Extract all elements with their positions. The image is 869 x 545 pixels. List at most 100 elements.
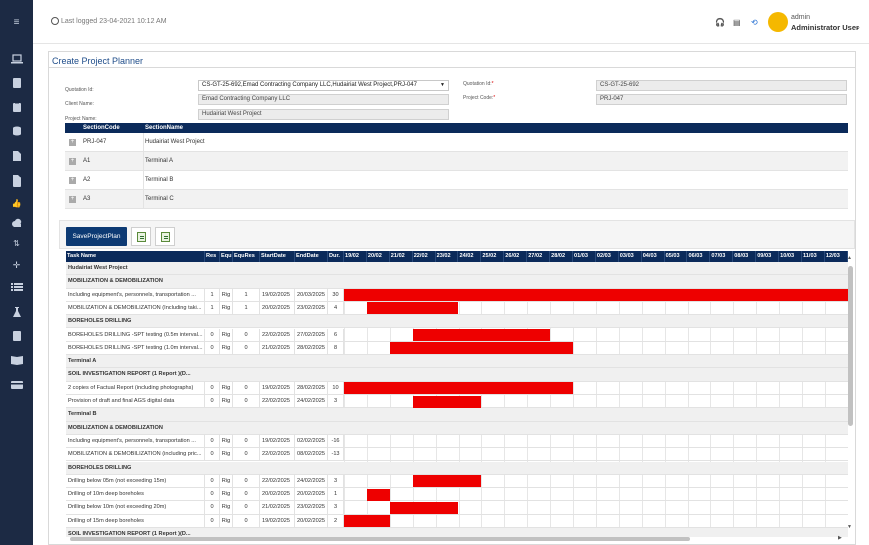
import-button[interactable] — [155, 227, 175, 246]
save-project-plan-button[interactable]: SaveProjectPlan — [66, 227, 127, 246]
client-name-field[interactable]: Emad Contracting Company LLC — [198, 94, 449, 105]
task-duration: 1 — [328, 488, 344, 502]
gantt-bar[interactable] — [344, 289, 848, 302]
equ-header[interactable]: Equ — [220, 251, 233, 262]
horizontal-scroll-thumb[interactable] — [70, 537, 690, 541]
gantt-bar[interactable] — [412, 475, 482, 488]
cloud-icon[interactable] — [9, 217, 24, 231]
gantt-group-row[interactable]: BOREHOLES DRILLING — [66, 315, 848, 329]
group-name: MOBILIZATION & DEMOBILIZATION — [68, 278, 163, 285]
task-equres: 0 — [233, 514, 260, 528]
gantt-task-row[interactable]: MOBILIZATION & DEMOBILIZATION (Including… — [66, 301, 848, 316]
avatar[interactable] — [768, 12, 788, 32]
gantt-group-row[interactable]: SOIL INVESTIGATION REPORT (1 Report )(D.… — [66, 528, 848, 537]
gantt-task-row[interactable]: Drilling of 15m deep boreholes 0 Rig 0 19/02… — [66, 514, 848, 528]
res-header[interactable]: Res — [205, 251, 220, 262]
quotation-id-field[interactable]: CS-GT-25-692 — [596, 80, 847, 91]
section-row[interactable]: + A2 Terminal B — [65, 171, 848, 190]
start-date-header[interactable]: StartDate — [260, 251, 295, 262]
vertical-scroll-thumb[interactable] — [848, 266, 853, 426]
client-label: Client Name: — [65, 101, 94, 107]
gantt-task-row[interactable]: Drilling below 10m (not exceeding 20m) 0 R… — [66, 501, 848, 515]
headset-icon[interactable]: 🎧 — [715, 18, 725, 27]
gantt-group-row[interactable]: SOIL INVESTIGATION REPORT (1 Report )(D.… — [66, 368, 848, 382]
export-button[interactable] — [131, 227, 151, 246]
card-icon[interactable] — [9, 379, 24, 393]
gantt-group-row[interactable]: BOREHOLES DRILLING — [66, 461, 848, 475]
equres-header[interactable]: EquRes — [233, 251, 260, 262]
project-name-field[interactable]: Hudairiat West Project — [198, 109, 449, 120]
gantt-task-row[interactable]: Including equipment's, personnels, trans… — [66, 288, 848, 302]
gantt-task-row[interactable]: BOREHOLES DRILLING -SPT testing (0.5m in… — [66, 328, 848, 342]
book-icon[interactable] — [9, 77, 24, 91]
list-icon[interactable] — [9, 281, 24, 295]
gantt-task-row[interactable]: Including equipment's, personnels, trans… — [66, 434, 848, 449]
horizontal-scrollbar[interactable]: ▶ — [66, 535, 846, 543]
project-code-label: Project Code:* — [463, 95, 496, 101]
gantt-bar[interactable] — [344, 515, 390, 528]
gantt-bar[interactable] — [412, 395, 482, 408]
duration-header[interactable]: Dur. — [328, 251, 344, 262]
group-name: MOBILIZATION & DEMOBILIZATION — [68, 424, 163, 431]
gantt-bar[interactable] — [366, 302, 459, 315]
section-row[interactable]: + A1 Terminal A — [65, 152, 848, 171]
scroll-up-icon[interactable]: ▲ — [847, 255, 852, 261]
task-duration: 2 — [328, 514, 344, 528]
calendar-icon[interactable]: ▤ — [733, 18, 741, 27]
section-name: Terminal A — [145, 158, 174, 164]
gantt-bar[interactable] — [389, 501, 459, 514]
book-open-icon[interactable] — [9, 176, 24, 190]
gantt-bar[interactable] — [344, 382, 573, 395]
project-code-field[interactable]: PRJ-047 — [596, 94, 847, 105]
task-name: Drilling of 15m deep boreholes — [66, 514, 205, 528]
section-row[interactable]: + A3 Terminal C — [65, 190, 848, 209]
gantt-task-row[interactable]: 2 copies of Factual Report (including ph… — [66, 381, 848, 395]
document-icon[interactable] — [9, 150, 24, 164]
gantt-group-row[interactable]: Terminal A — [66, 355, 848, 369]
expand-icon[interactable]: + — [69, 196, 76, 203]
quotation-id-label: Quotation Id:* — [463, 81, 494, 87]
task-equres: 0 — [233, 434, 260, 449]
gantt-group-row[interactable]: Terminal B — [66, 408, 848, 422]
chevron-down-icon[interactable]: ⌄ — [855, 24, 861, 31]
scroll-down-icon[interactable]: ▼ — [847, 524, 852, 530]
thumbs-up-icon[interactable]: 👍 — [11, 199, 22, 208]
sort-icon[interactable]: ⇅ — [13, 239, 20, 248]
open-book-icon[interactable] — [9, 354, 24, 368]
coins-icon[interactable] — [9, 125, 24, 139]
task-start-date: 22/02/2025 — [260, 474, 295, 489]
gantt-task-row[interactable]: Provision of draft and final AGS digital… — [66, 395, 848, 409]
gantt-task-row[interactable]: Drilling below 05m (not exceeding 15m) 0 R… — [66, 474, 848, 489]
gantt-group-row[interactable]: MOBILIZATION & DEMOBILIZATION — [66, 275, 848, 289]
flask-icon[interactable] — [9, 306, 24, 320]
expand-icon[interactable]: + — [69, 139, 76, 146]
task-equ: Rig — [220, 514, 233, 528]
clipboard-icon[interactable] — [9, 101, 24, 115]
spreadsheet-icon — [137, 232, 146, 242]
gantt-task-row[interactable]: Drilling of 10m deep boreholes 0 Rig 0 20/02… — [66, 488, 848, 502]
end-date-header[interactable]: EndDate — [295, 251, 328, 262]
gantt-task-row[interactable]: MOBILIZATION & DEMOBILIZATION (including… — [66, 448, 848, 462]
task-equres: 1 — [233, 288, 260, 302]
gantt-task-row[interactable]: BOREHOLES DRILLING -SPT testing (1.0m in… — [66, 341, 848, 356]
expand-icon[interactable]: + — [69, 158, 76, 165]
laptop-icon[interactable] — [9, 53, 24, 67]
date-header: 07/03 — [710, 251, 734, 262]
task-name-header[interactable]: Task Name — [66, 251, 205, 262]
move-icon[interactable]: ✛ — [12, 260, 21, 270]
gantt-bar[interactable] — [412, 329, 551, 341]
quotation-select[interactable]: CS-GT-25-692,Emad Contracting Company LL… — [198, 80, 449, 91]
gantt-bar[interactable] — [389, 342, 573, 355]
refresh-icon[interactable]: ⟲ — [751, 18, 758, 27]
expand-icon[interactable]: + — [69, 177, 76, 184]
section-row[interactable]: + PRJ-047 Hudairiat West Project — [65, 133, 848, 152]
notebook-icon[interactable] — [9, 330, 24, 344]
gantt-group-row[interactable]: Hudairiat West Project — [66, 262, 848, 276]
user-name[interactable]: Administrator User — [791, 23, 859, 32]
task-res: 0 — [205, 328, 220, 342]
gantt-group-row[interactable]: MOBILIZATION & DEMOBILIZATION — [66, 421, 848, 435]
scroll-right-icon[interactable]: ▶ — [838, 535, 842, 541]
vertical-scrollbar[interactable]: ▲ ▼ — [846, 255, 854, 532]
gantt-bar[interactable] — [366, 488, 390, 501]
menu-icon[interactable]: ≡ — [13, 17, 20, 28]
